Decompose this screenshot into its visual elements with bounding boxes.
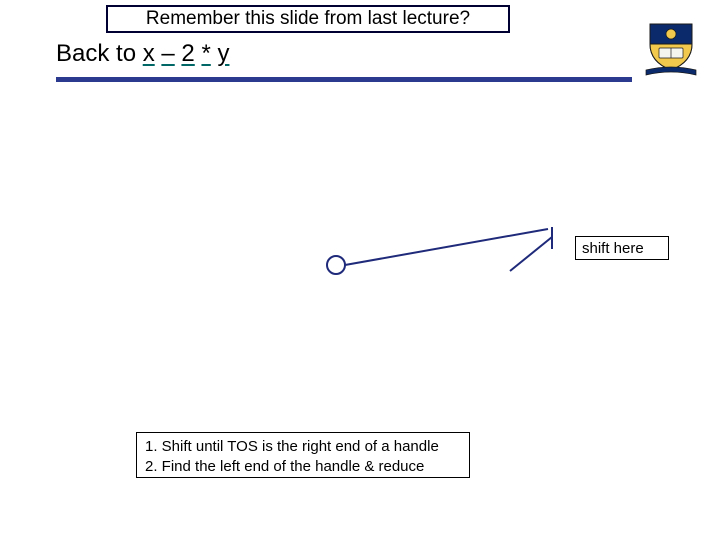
university-logo: [642, 20, 700, 78]
logo-svg: [642, 20, 700, 78]
slide-title: Back to x – 2 * y: [56, 40, 229, 68]
expr-token-minus: –: [161, 40, 174, 67]
banner-box: Remember this slide from last lecture?: [106, 5, 510, 33]
title-prefix: Back to: [56, 40, 143, 67]
rule-1: 1. Shift until TOS is the right end of a…: [145, 437, 461, 457]
rule-2: 2. Find the left end of the handle & red…: [145, 457, 461, 477]
shift-here-note: shift here: [575, 236, 669, 260]
banner-text: Remember this slide from last lecture?: [146, 8, 470, 30]
expr-token-2: 2: [181, 40, 194, 67]
expr-token-x: x: [143, 40, 155, 67]
parse-diagram: [320, 225, 570, 280]
expr-token-y: y: [217, 40, 229, 67]
shift-here-text: shift here: [582, 240, 644, 257]
title-rule: [56, 77, 632, 82]
expr-token-star: *: [201, 40, 210, 67]
rules-box: 1. Shift until TOS is the right end of a…: [136, 432, 470, 478]
